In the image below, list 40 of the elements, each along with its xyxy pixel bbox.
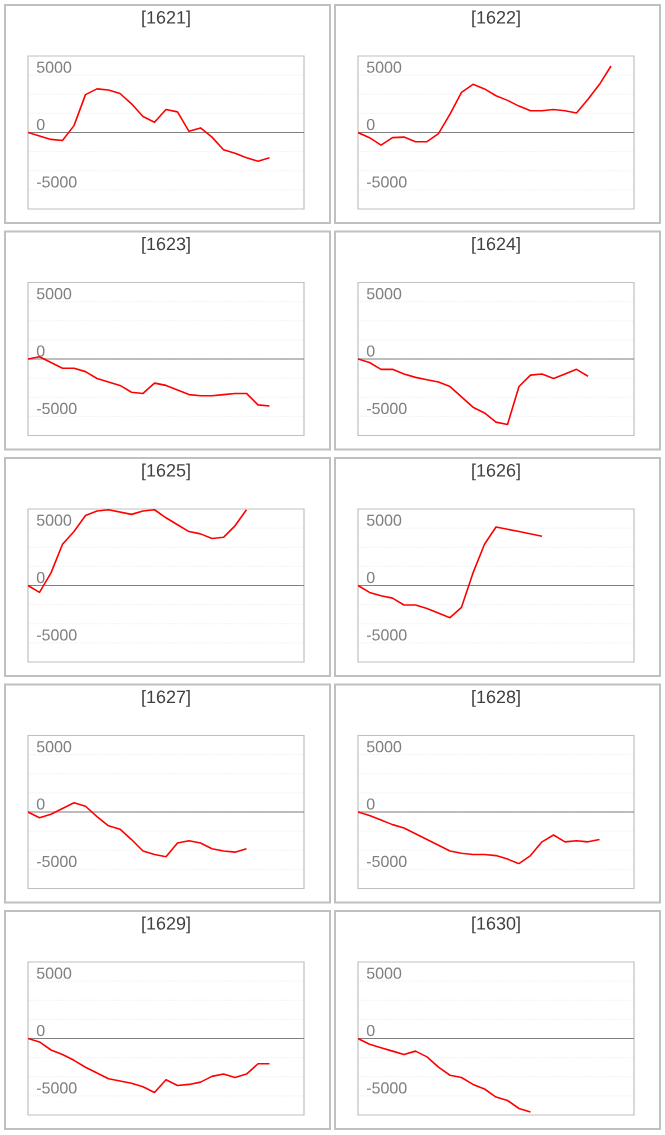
y-tick-label: -5000 <box>366 176 407 188</box>
y-tick-label: 5000 <box>36 61 72 73</box>
y-tick-label: -5000 <box>36 176 77 188</box>
chart-title: [1622] <box>472 10 520 28</box>
y-tick-label: 0 <box>36 345 45 357</box>
chart-title: [1628] <box>472 690 520 707</box>
y-tick-label: -5000 <box>366 1082 407 1094</box>
chart-title: [1627] <box>142 690 190 707</box>
y-tick-label: 0 <box>36 1024 45 1037</box>
y-tick-label: -5000 <box>366 855 407 868</box>
chart-title: [1621] <box>142 10 190 28</box>
chart-title: [1625] <box>142 463 190 481</box>
y-tick-label: 5000 <box>366 514 402 526</box>
y-tick-label: 5000 <box>366 967 402 979</box>
y-tick-label: 0 <box>366 798 375 810</box>
chart-title: [1629] <box>142 916 190 934</box>
y-tick-label: 5000 <box>36 514 72 526</box>
y-tick-label: 5000 <box>36 741 72 753</box>
y-tick-label: -5000 <box>366 402 407 415</box>
y-tick-label: 0 <box>36 118 45 131</box>
y-tick-label: -5000 <box>36 855 77 868</box>
y-tick-label: 0 <box>366 345 375 357</box>
y-tick-label: 0 <box>36 798 45 810</box>
y-tick-label: 5000 <box>36 967 72 979</box>
y-tick-label: -5000 <box>366 629 407 641</box>
y-tick-label: 5000 <box>36 288 72 300</box>
y-tick-label: 0 <box>366 118 375 131</box>
y-tick-label: 0 <box>366 571 375 584</box>
y-tick-label: 0 <box>366 1024 375 1037</box>
y-tick-label: -5000 <box>36 629 77 641</box>
y-tick-label: 0 <box>36 571 45 584</box>
chart-title: [1624] <box>472 237 520 254</box>
chart-title: [1626] <box>472 463 520 481</box>
chart-title: [1630] <box>472 916 520 934</box>
y-tick-label: 5000 <box>366 61 402 73</box>
y-tick-label: 5000 <box>366 288 402 300</box>
y-tick-label: 5000 <box>366 741 402 753</box>
y-tick-label: -5000 <box>36 1082 77 1094</box>
y-tick-label: -5000 <box>36 402 77 415</box>
chart-title: [1623] <box>142 237 190 254</box>
